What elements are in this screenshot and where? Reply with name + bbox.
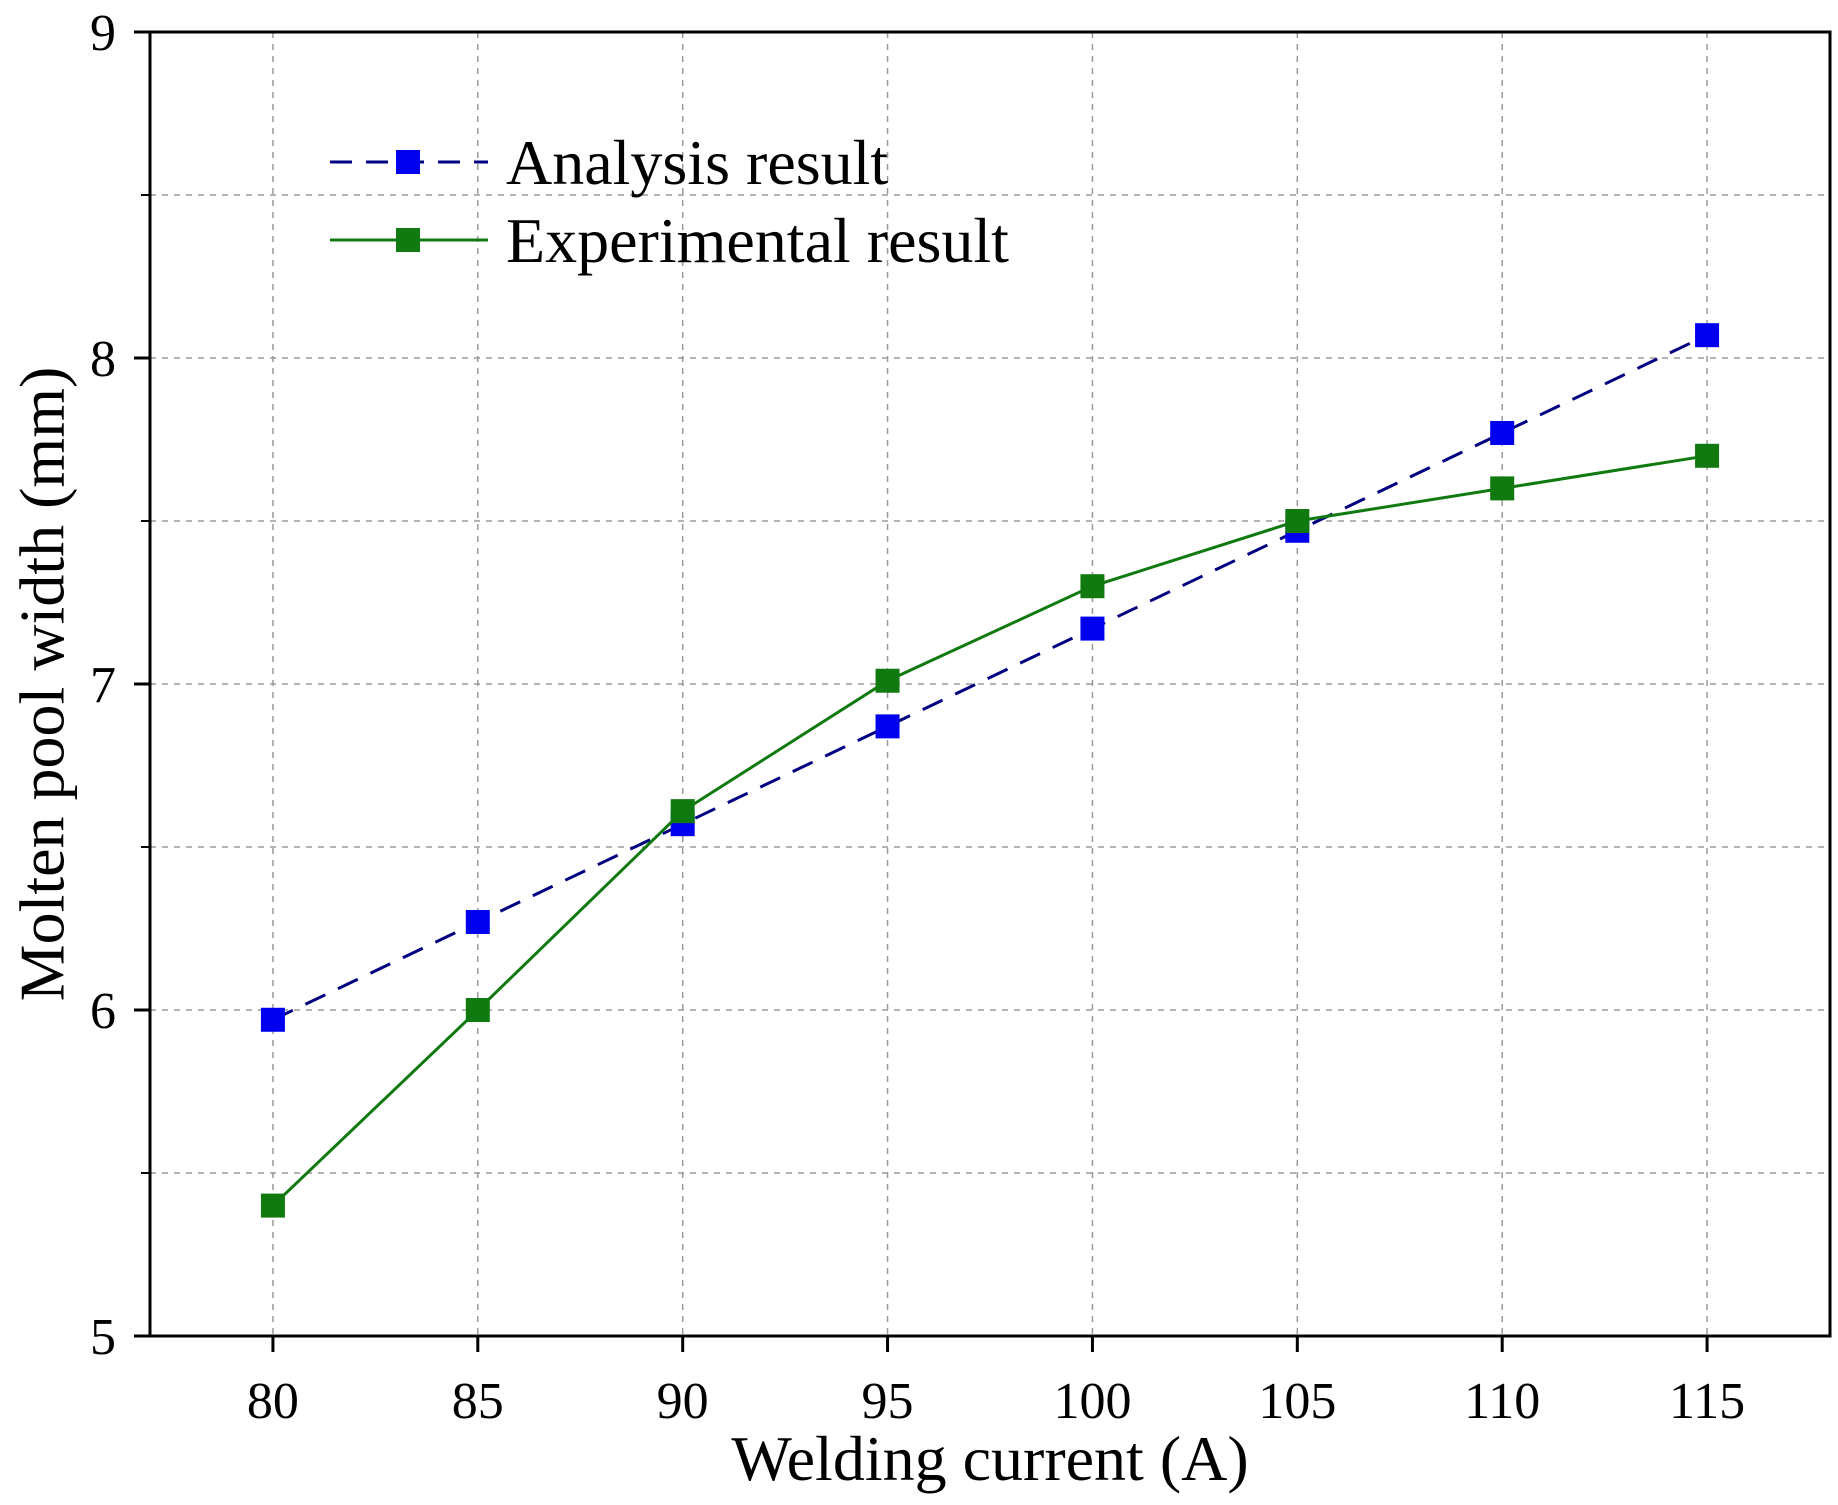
y-tick-label: 9 <box>90 5 116 62</box>
data-point <box>1490 420 1515 445</box>
data-point <box>1080 574 1105 599</box>
series-line <box>271 454 1708 1207</box>
y-tick-label: 7 <box>90 657 116 714</box>
legend-label-experimental: Experimental result <box>506 205 1009 276</box>
x-tick-label: 105 <box>1258 1373 1336 1430</box>
series-experimental <box>260 443 1720 1218</box>
y-tick-label: 8 <box>90 331 116 388</box>
legend: Analysis result Experimental result <box>330 127 1009 276</box>
data-point <box>1285 509 1310 533</box>
data-point <box>260 1193 285 1218</box>
data-point <box>1080 616 1105 641</box>
legend-marker-analysis <box>396 150 420 174</box>
x-axis-title: Welding current (A) <box>731 1423 1248 1494</box>
grid <box>150 32 1830 1336</box>
legend-item-analysis: Analysis result <box>330 127 888 198</box>
x-tick-label: 100 <box>1053 1373 1131 1430</box>
y-axis-title: Molten pool width (mm) <box>7 367 78 1002</box>
data-point <box>875 714 900 739</box>
legend-item-experimental: Experimental result <box>330 205 1009 276</box>
y-tick-label: 6 <box>90 983 116 1040</box>
x-tick-label: 85 <box>452 1373 504 1430</box>
data-point <box>260 1007 285 1032</box>
x-tick-label: 80 <box>247 1373 299 1430</box>
data-point <box>1695 323 1720 348</box>
series-line <box>272 333 1708 1022</box>
data-point <box>465 909 490 934</box>
axes: 80 85 90 95 100 105 110 115 5 6 7 8 9 <box>90 5 1745 1430</box>
x-tick-label: 115 <box>1669 1373 1745 1430</box>
series-layer <box>260 323 1720 1218</box>
data-point <box>875 668 900 693</box>
y-tick-label: 5 <box>90 1309 116 1366</box>
legend-label-analysis: Analysis result <box>506 127 888 198</box>
x-tick-label: 90 <box>657 1373 709 1430</box>
legend-marker-experimental <box>396 228 420 252</box>
data-point <box>1490 476 1515 501</box>
x-tick-label: 95 <box>862 1373 914 1430</box>
x-tick-label: 110 <box>1464 1373 1540 1430</box>
series-analysis <box>260 323 1720 1032</box>
data-point <box>465 998 490 1022</box>
data-point <box>1695 443 1720 468</box>
data-point <box>670 799 695 824</box>
